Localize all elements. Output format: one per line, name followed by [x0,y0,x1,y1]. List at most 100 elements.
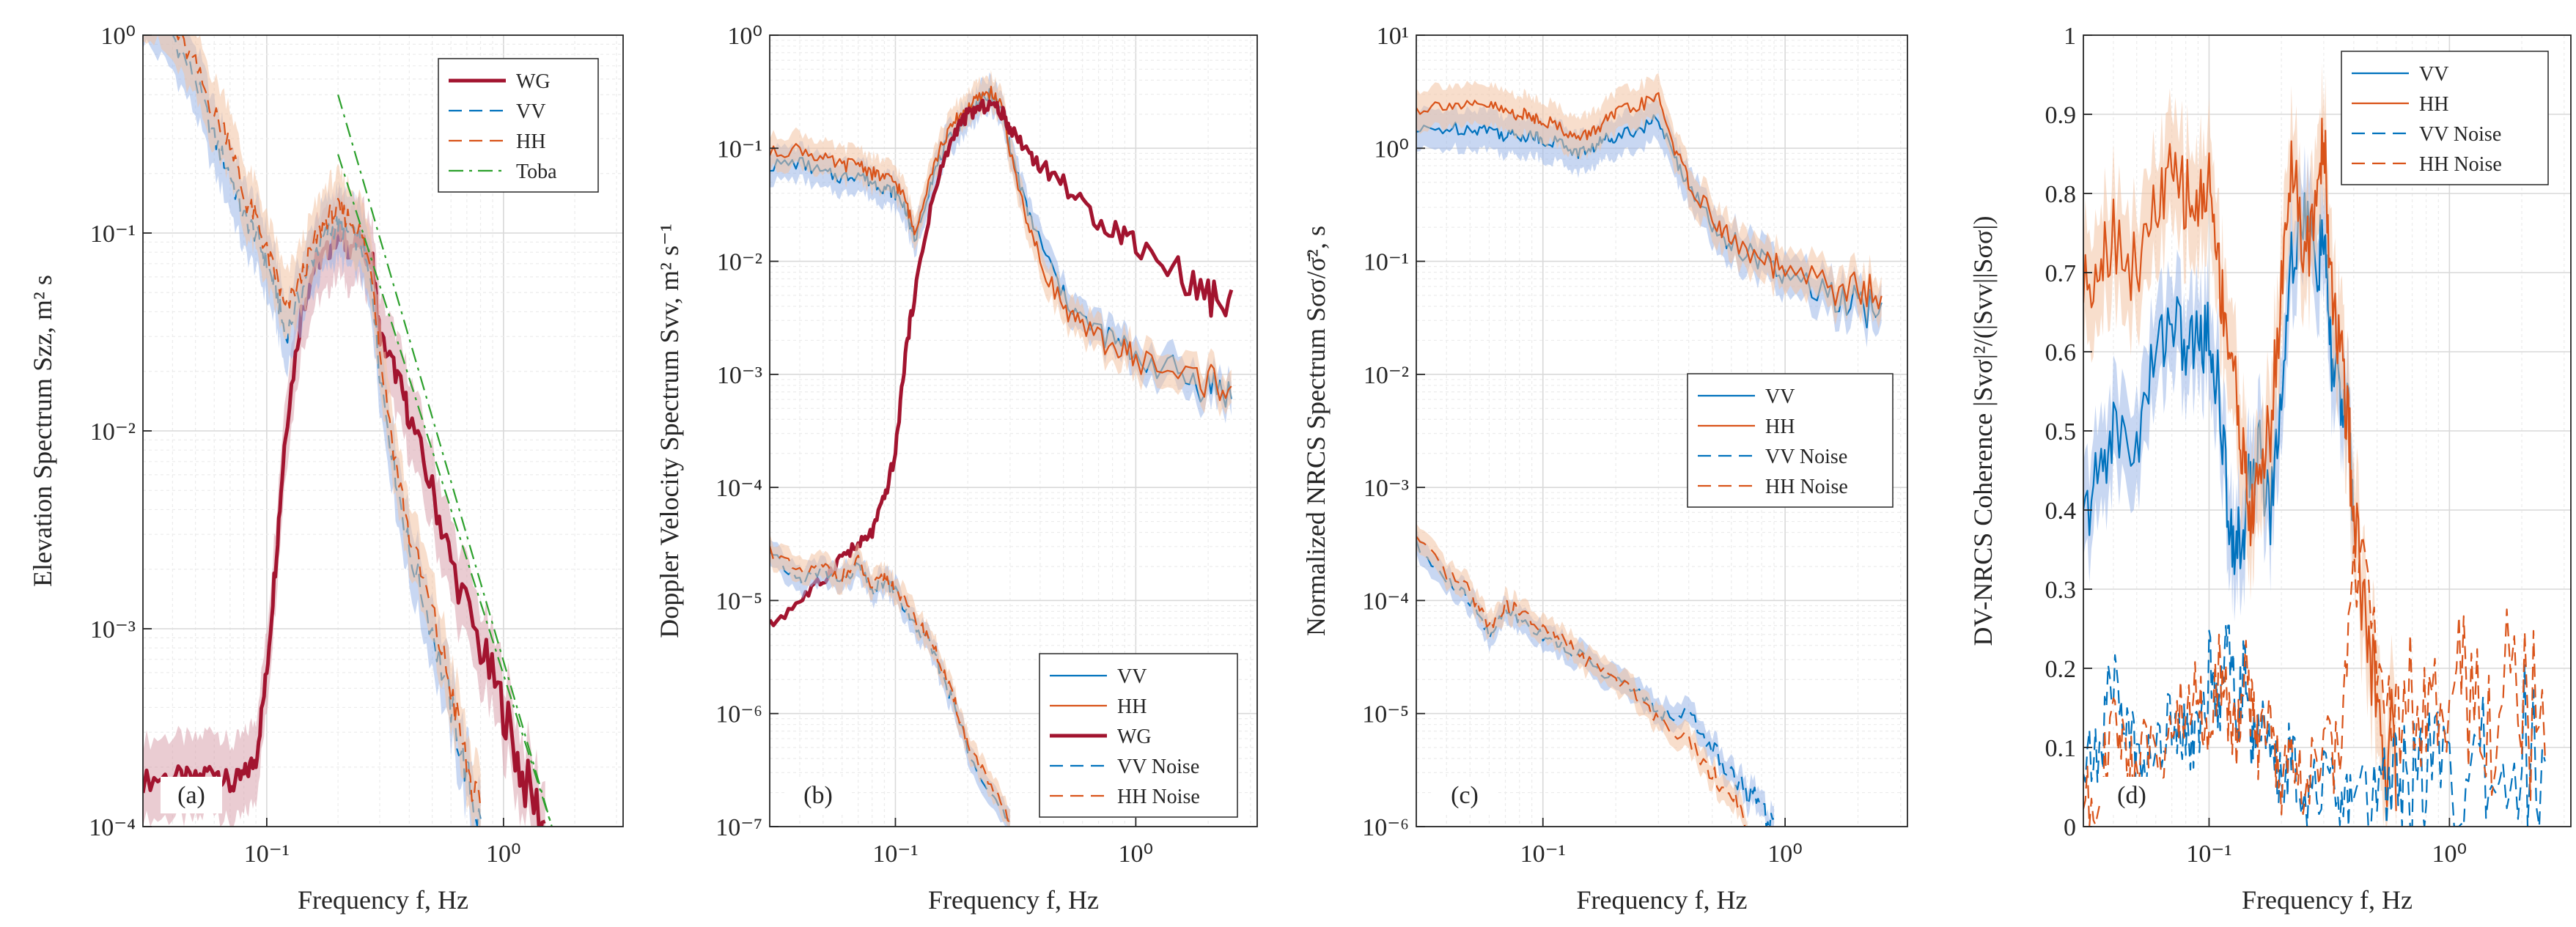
x-tick-label: 10⁻¹ [2186,841,2231,868]
panel-c: 10⁻¹ 10⁰ 10⁻⁶ 10⁻⁵ 10⁻⁴ 10⁻³ 10⁻² 10⁻¹ 10⁰ 10¹ Fre… [1301,23,1908,915]
legend-label: VV Noise [1765,446,1847,468]
y-tick-label: 0.1 [2045,735,2077,762]
y-axis-label: Doppler Velocity Spectrum Svv, m² s⁻¹ [655,224,684,638]
y-tick-label: 0.8 [2045,181,2077,208]
legend-label: VV [516,100,545,123]
y-tick-label: 10⁻³ [90,616,136,643]
plot-area [143,35,553,827]
y-tick-label: 10⁻⁴ [715,475,762,502]
grid [2083,34,2571,827]
x-tick-label: 10⁰ [2432,841,2468,868]
legend: VV HH VV Noise HH Noise [1687,373,1894,508]
panel-tag-label: (a) [177,782,205,809]
panel-tag-bg [2101,777,2163,813]
y-tick-label: 10⁻⁷ [715,814,762,841]
y-tick-label: 0.9 [2045,102,2077,129]
legend-label: HH Noise [1117,786,1200,808]
y-tick-label: 10⁻² [1364,362,1409,389]
panel-tag: (b) [787,777,849,813]
legend-label: VV Noise [1117,756,1199,778]
legend-label: WG [1117,725,1152,748]
series-hh [2083,117,2397,811]
band-wg [143,185,545,827]
y-tick-label: 0.4 [2045,498,2077,525]
panel-a: 10⁻¹ 10⁰ 10⁻⁴ 10⁻³ 10⁻² 10⁻¹ 10⁰ Frequency f, H… [28,23,624,915]
y-tick-label: 10⁻² [90,418,136,446]
panel-tag-label: (c) [1451,782,1479,809]
y-tick-label: 10⁰ [727,23,762,50]
legend-label: HH [1117,695,1147,718]
legend-label: HH Noise [2419,153,2502,176]
panel-b: 10⁻¹ 10⁰ 10⁻⁷ 10⁻⁶ 10⁻⁵ 10⁻⁴ 10⁻³ 10⁻² 10⁻¹ 10⁰ Fr… [655,23,1258,915]
plot-area [770,70,1234,827]
x-tick-label: 10⁰ [1119,841,1154,868]
x-axis-label: Frequency f, Hz [928,885,1099,915]
y-tick-label: 10⁻² [717,249,762,276]
y-tick-label: 1 [2064,23,2076,50]
series-hh [176,35,482,808]
y-tick-label: 10⁰ [1374,136,1409,163]
series-hh-noise [1416,536,1746,827]
y-tick-label: 10⁻³ [1364,475,1409,502]
legend-label: HH [1765,416,1795,438]
y-tick-label: 10¹ [1377,23,1409,50]
axes-box [769,34,1258,827]
y-axis-label: DV-NRCS Coherence |Svσ|²/(|Svv||Sσσ|) [1968,216,1998,646]
y-tick-label: 0.5 [2045,418,2077,446]
legend-label: VV Noise [2419,123,2501,146]
legend-label: HH Noise [1765,476,1848,498]
y-tick-label: 10⁻⁵ [715,588,762,615]
panel-tag: (d) [2101,777,2163,813]
series-toba [337,154,553,827]
y-tick-label: 0.6 [2045,339,2077,366]
x-axis-label: Frequency f, Hz [298,885,468,915]
y-tick-label: 10⁰ [100,23,136,50]
legend: VV HH VV Noise HH Noise [2341,51,2549,185]
panel-tag: (c) [1434,777,1495,813]
panel-tag-label: (d) [2117,782,2146,809]
panel-tag-bg [1434,777,1495,813]
band-hh [770,70,1232,417]
legend-label: Toba [516,160,557,183]
legend-label: VV [2419,63,2448,86]
x-tick-label: 10⁻¹ [1520,841,1566,868]
band-hh-noise [770,533,1010,827]
legend-label: HH [2419,93,2448,116]
x-tick-label: 10⁻¹ [872,841,918,868]
x-axis-label: Frequency f, Hz [2242,885,2413,915]
series-vv [2083,192,2355,575]
panel-tag-label: (b) [803,782,833,809]
y-tick-label: 10⁻⁴ [89,814,136,841]
panel-tag-bg [787,777,849,813]
y-tick-label: 10⁻¹ [1364,249,1409,276]
series-toba [337,94,553,827]
x-axis-label: Frequency f, Hz [1577,885,1748,915]
plot-area [1416,73,1883,827]
x-tick-label: 10⁻¹ [244,841,290,868]
y-tick-label: 0.3 [2045,577,2077,604]
panel-tag: (a) [161,777,222,813]
y-tick-label: 10⁻³ [717,362,762,389]
panel-d: 10⁻¹ 10⁰ 0 0.1 0.2 0.3 0.4 0.5 0.6 0.7 0.8 0.9 1 Freq… [1968,23,2572,915]
series-wg [770,98,1234,627]
y-tick-label: 10⁻¹ [717,136,762,163]
x-tick-label: 10⁰ [1767,841,1803,868]
series-vv [172,35,482,827]
legend-label: HH [516,130,545,153]
y-axis-label: Elevation Spectrum Szz, m² s [28,275,57,587]
x-tick-label: 10⁰ [486,841,521,868]
y-tick-label: 10⁻⁵ [1362,701,1409,728]
y-tick-label: 10⁻⁴ [1362,588,1409,615]
y-tick-label: 0.7 [2045,260,2077,287]
legend: WG VV HH Toba [438,58,599,193]
y-tick-label: 10⁻⁶ [1362,814,1409,841]
series-hh [1416,92,1883,310]
legend-label: VV [1117,665,1147,688]
y-axis-label: Normalized NRCS Spectrum Sσσ/σ̄², s [1301,226,1331,636]
series-hh-noise [2083,534,2546,827]
y-tick-label: 0 [2064,814,2076,841]
legend: VV HH WG VV Noise HH Noise [1039,653,1238,818]
legend-label: WG [516,70,551,93]
y-tick-label: 10⁻⁶ [715,701,762,728]
